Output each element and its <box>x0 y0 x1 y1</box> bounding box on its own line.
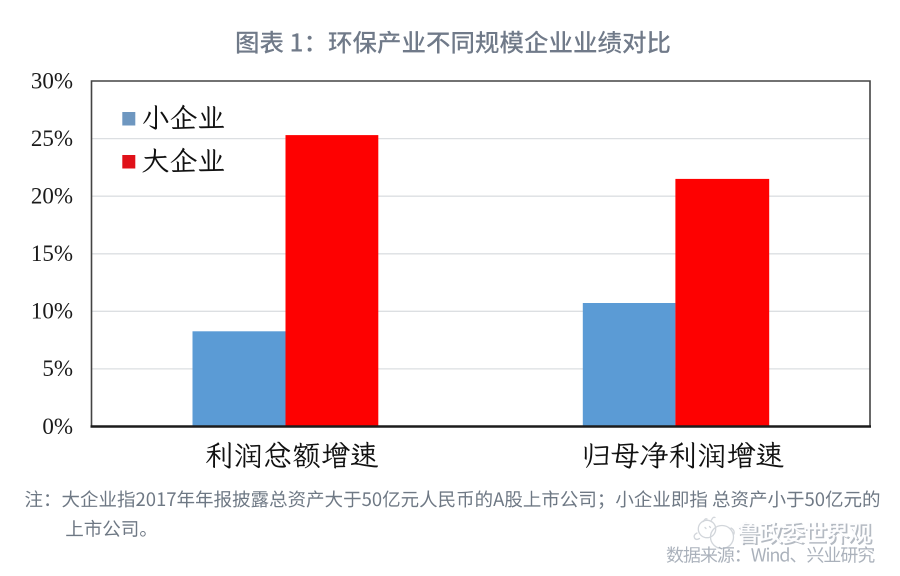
svg-text:0%: 0% <box>42 414 73 439</box>
svg-text:20%: 20% <box>31 184 73 209</box>
svg-text:15%: 15% <box>31 241 73 266</box>
svg-text:5%: 5% <box>42 356 73 381</box>
svg-text:30%: 30% <box>31 68 73 93</box>
svg-text:25%: 25% <box>31 126 73 151</box>
svg-text:10%: 10% <box>31 299 73 324</box>
